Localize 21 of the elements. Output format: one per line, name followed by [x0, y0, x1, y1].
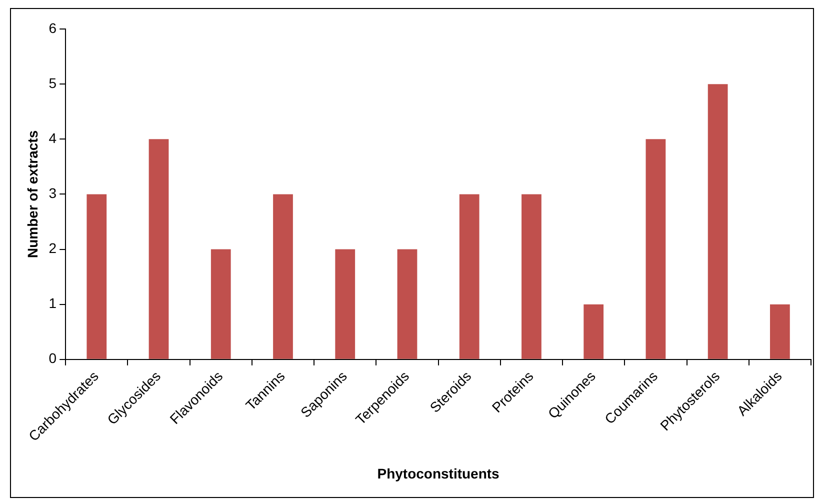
bar — [397, 249, 418, 359]
bar — [86, 194, 107, 359]
bar — [335, 249, 356, 359]
bar — [273, 194, 293, 359]
y-tick-label: 4 — [48, 130, 57, 146]
y-tick-label: 2 — [48, 240, 57, 256]
bar — [148, 139, 169, 359]
bar — [522, 194, 542, 359]
y-tick-label: 6 — [48, 20, 57, 36]
y-tick-label: 3 — [48, 185, 57, 202]
bar — [584, 304, 604, 359]
y-tick-label: 5 — [48, 74, 57, 91]
y-axis-title: Number of extracts — [24, 130, 40, 258]
bar — [708, 84, 728, 359]
bar — [210, 249, 231, 359]
x-axis-title: Phytoconstituents — [377, 465, 500, 482]
bar — [459, 194, 480, 359]
y-tick-label: 0 — [48, 350, 57, 366]
y-tick-label: 1 — [48, 295, 57, 312]
bar — [770, 304, 790, 359]
bar — [646, 139, 666, 359]
